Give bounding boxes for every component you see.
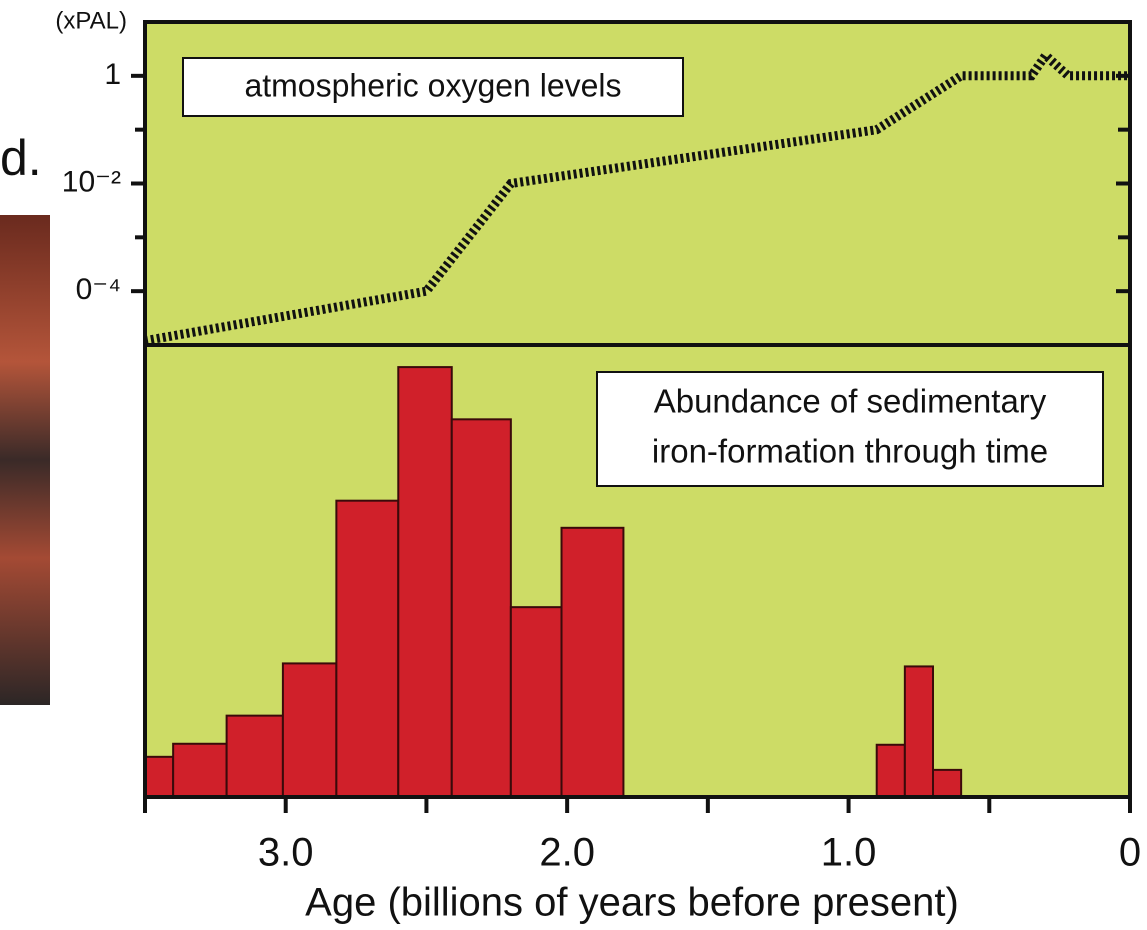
page: d. 1 10⁻² 0⁻⁴ (xPAL) atmospheric oxygen leve… — [0, 0, 1147, 930]
bar — [452, 419, 511, 797]
bar — [905, 666, 933, 797]
x-axis-label: Age (billions of years before present) — [305, 881, 959, 925]
y-tick-label: 1 — [104, 58, 121, 91]
x-tick-label: 1.0 — [821, 831, 877, 875]
annotation: iron-formation through time — [652, 433, 1048, 470]
y-unit-label: (xPAL) — [55, 7, 127, 34]
photo — [0, 215, 50, 705]
plots: 1 10⁻² 0⁻⁴ (xPAL) atmospheric oxygen levels 3… — [55, 7, 1141, 924]
bar — [562, 528, 624, 797]
slide-text: d. — [0, 130, 42, 186]
bar — [145, 757, 173, 797]
bar — [877, 745, 905, 797]
x-tick-label: 0 — [1119, 831, 1141, 875]
y-tick-label: 10⁻² — [62, 165, 121, 198]
bar — [336, 501, 398, 797]
bar — [283, 663, 336, 797]
annotation: atmospheric oxygen levels — [244, 67, 621, 103]
chart: d. 1 10⁻² 0⁻⁴ (xPAL) atmospheric oxygen leve… — [0, 0, 1147, 930]
bar — [398, 367, 451, 797]
annotation: Abundance of sedimentary — [654, 383, 1047, 420]
bar — [173, 744, 226, 797]
bar — [933, 770, 961, 797]
bar — [227, 716, 283, 797]
x-tick-label: 3.0 — [258, 831, 314, 875]
x-tick-label: 2.0 — [539, 831, 595, 875]
y-tick-label: 0⁻⁴ — [76, 273, 121, 306]
bar — [511, 607, 562, 797]
